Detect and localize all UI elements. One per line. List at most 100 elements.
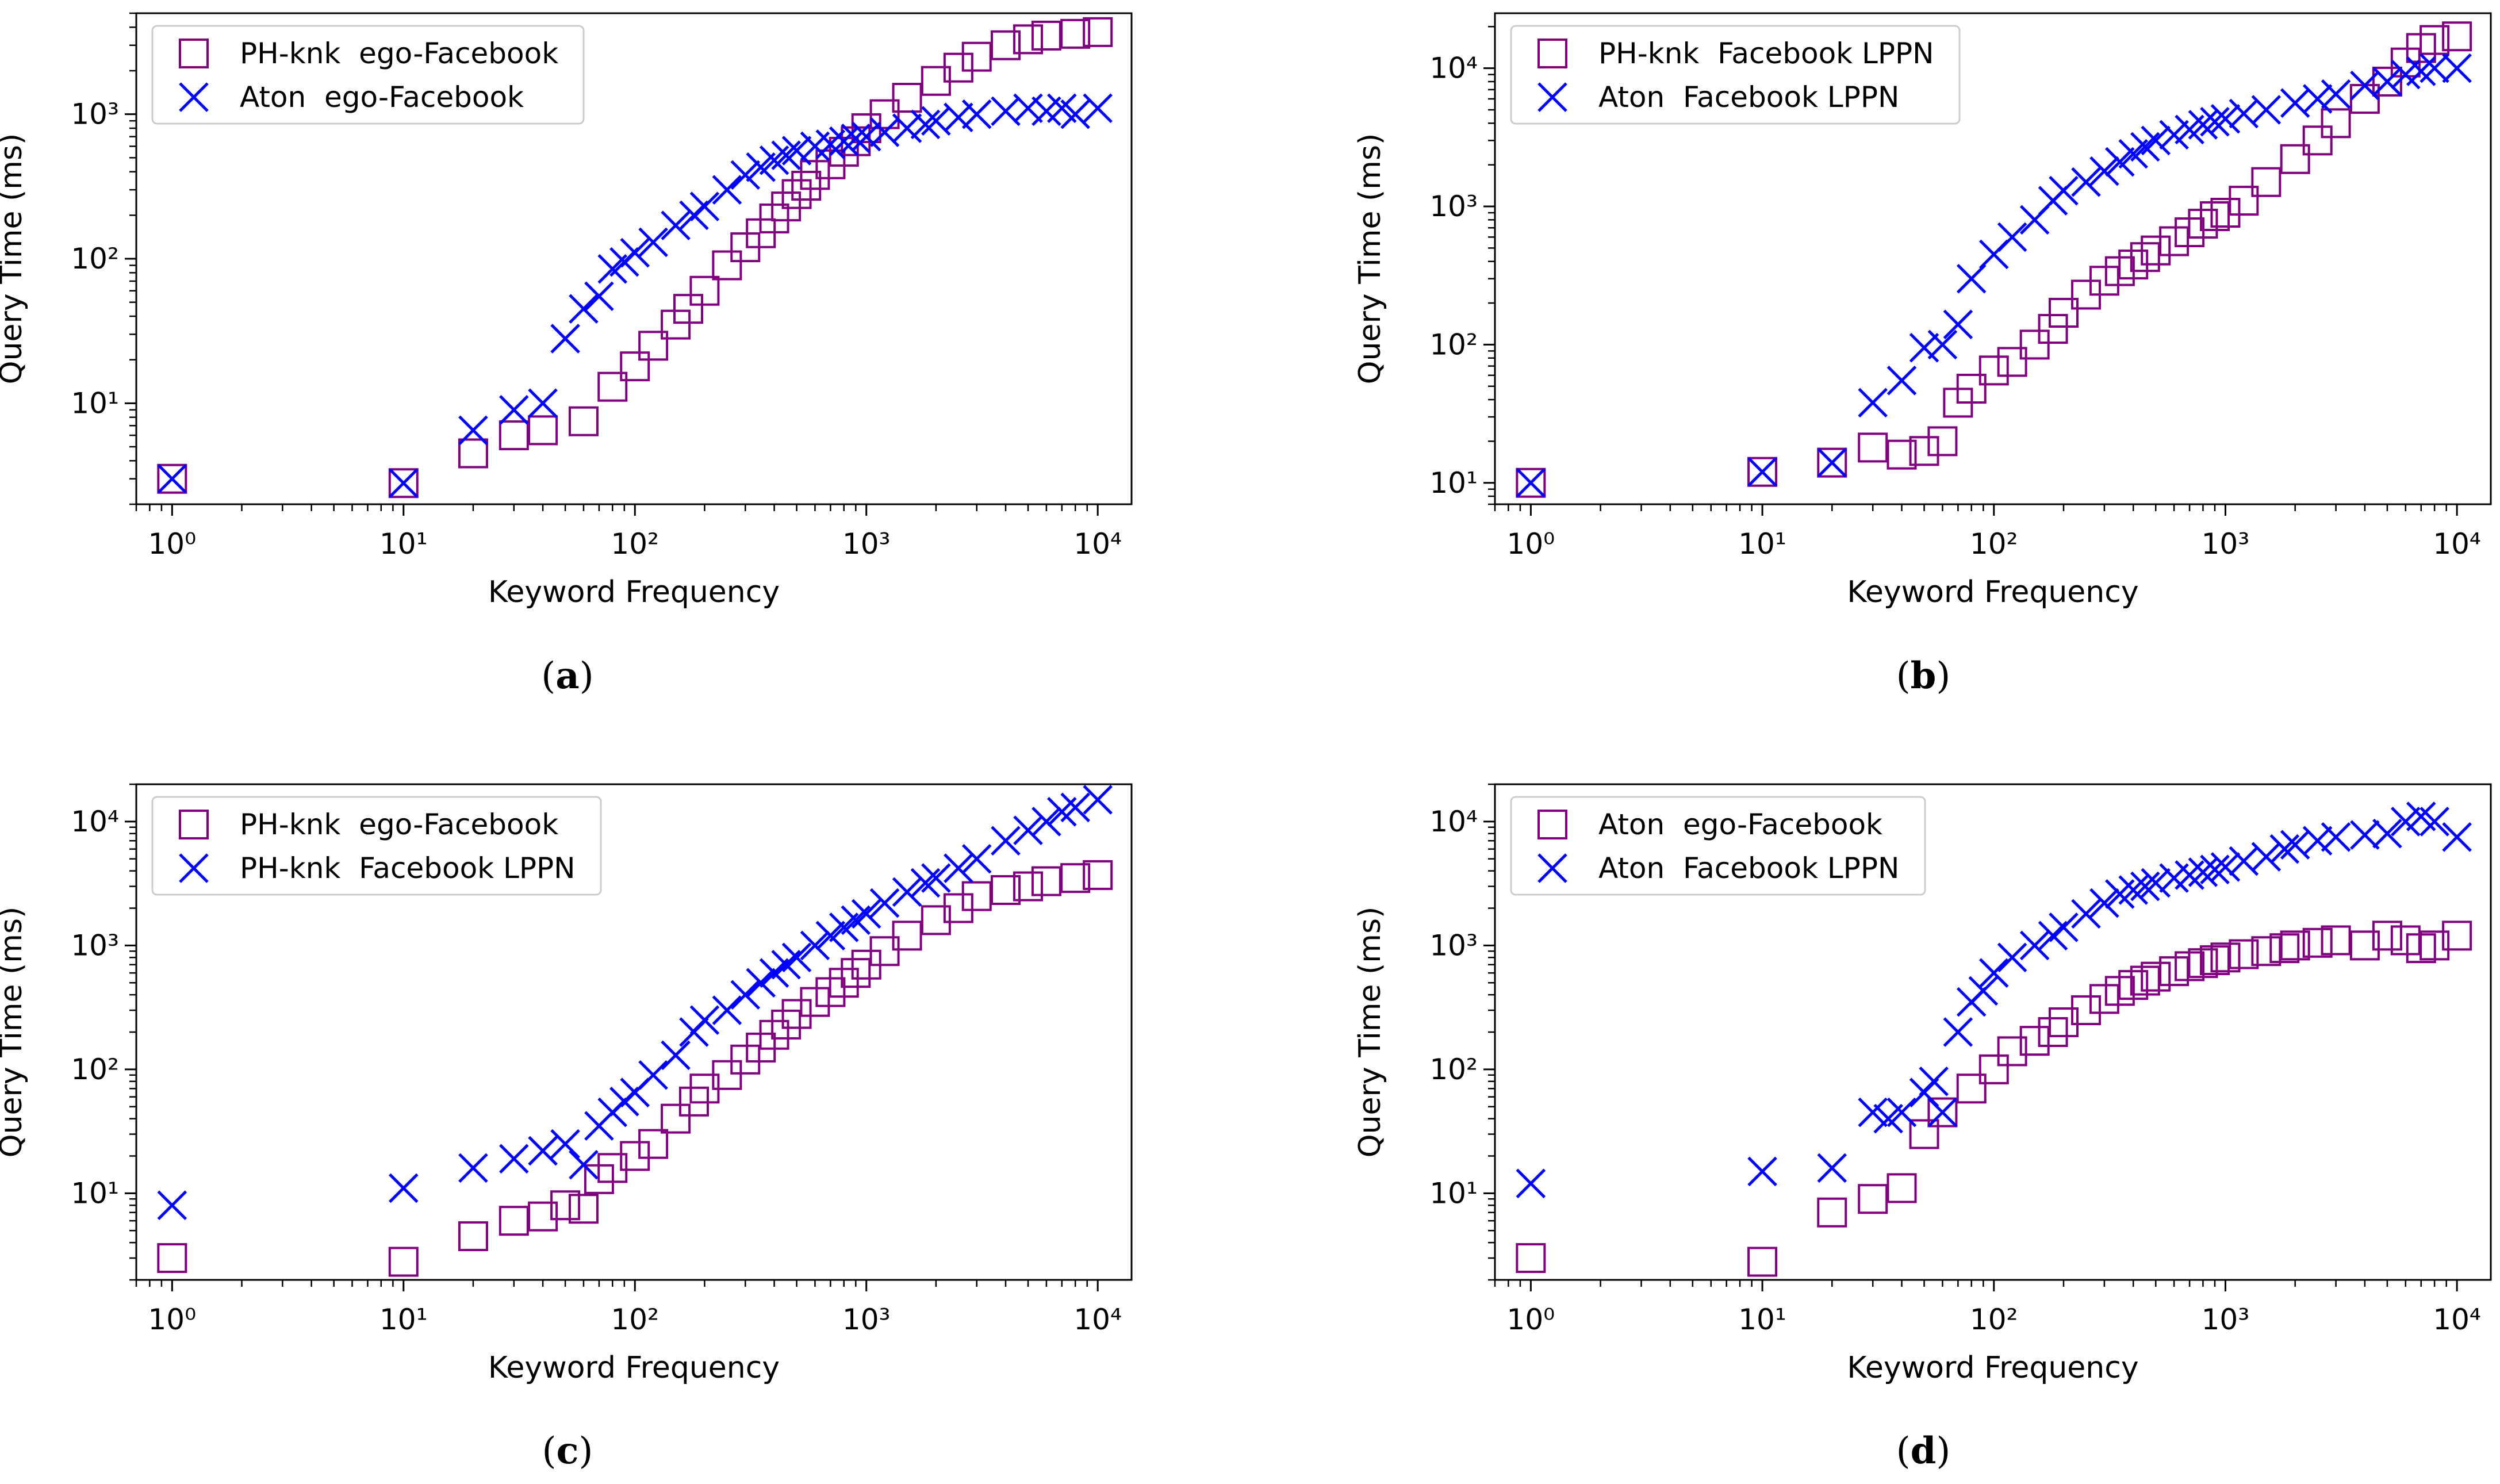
y-tick-label: 10⁴ bbox=[71, 805, 119, 838]
data-point-x bbox=[2372, 67, 2402, 97]
x-tick-label: 10³ bbox=[842, 527, 891, 561]
data-point-x bbox=[2118, 875, 2148, 905]
data-point-x bbox=[2159, 120, 2189, 150]
data-point-square bbox=[661, 1103, 691, 1134]
data-point-square bbox=[2229, 186, 2259, 216]
data-point-x bbox=[1909, 332, 1939, 363]
data-point-square bbox=[892, 83, 922, 113]
series-1 bbox=[157, 785, 1113, 1221]
x-tick-label: 10³ bbox=[2202, 1303, 2250, 1336]
data-point-square bbox=[829, 136, 859, 167]
data-point-x bbox=[2105, 147, 2135, 177]
data-point-x bbox=[2200, 854, 2230, 885]
x-tick-label: 10⁰ bbox=[1507, 527, 1555, 561]
caption-c: (c) bbox=[542, 1429, 593, 1473]
data-point-square bbox=[673, 294, 704, 324]
data-point-square bbox=[388, 1247, 419, 1277]
series-0 bbox=[1516, 921, 2472, 1277]
legend-marker-square bbox=[179, 39, 209, 68]
data-point-square bbox=[759, 1019, 789, 1050]
y-tick-label: 10¹ bbox=[71, 386, 119, 420]
data-point-square bbox=[2442, 921, 2472, 951]
data-point-square bbox=[1060, 863, 1091, 894]
data-point-x bbox=[1032, 807, 1061, 837]
data-point-x bbox=[620, 237, 650, 268]
data-point-square bbox=[829, 968, 859, 998]
y-tick-label: 10³ bbox=[71, 98, 119, 131]
chart-panel-d: 10⁰ 10¹ 10² 10³ 10⁴ 10¹ 10² 10³ 10⁴ Keyword Frequ… bbox=[1353, 783, 2492, 1385]
data-point-x bbox=[389, 1173, 419, 1203]
x-tick-label: 10¹ bbox=[1738, 1303, 1786, 1336]
x-tick-label: 10⁴ bbox=[2433, 527, 2481, 561]
data-point-x bbox=[458, 415, 488, 446]
data-point-square bbox=[2019, 329, 2050, 360]
data-point-square bbox=[2048, 1007, 2079, 1037]
data-point-x bbox=[730, 160, 761, 190]
x-tick-label: 10³ bbox=[842, 1303, 891, 1336]
chart-panel-c: 10⁰ 10¹ 10² 10³ 10⁴ 10¹ 10² 10³ 10⁴ Keyword Frequ… bbox=[0, 783, 1133, 1385]
data-point-square bbox=[2280, 930, 2310, 961]
data-point-square bbox=[991, 875, 1021, 906]
data-point-x bbox=[1886, 1097, 1917, 1128]
legend: Aton ego-Facebook Aton Facebook LPPN bbox=[1510, 796, 1926, 896]
data-point-x bbox=[2200, 106, 2230, 137]
legend-marker-x bbox=[1537, 853, 1567, 883]
legend-box bbox=[1510, 25, 1961, 125]
legend-marker-x bbox=[179, 853, 209, 883]
data-point-square bbox=[458, 438, 488, 469]
data-point-square bbox=[869, 99, 900, 129]
plot-frame bbox=[135, 783, 1133, 1281]
data-point-square bbox=[1956, 1073, 1987, 1104]
data-point-square bbox=[1031, 866, 1061, 896]
minor-ticks bbox=[1488, 783, 2447, 1287]
data-point-x bbox=[157, 463, 187, 494]
data-point-x bbox=[944, 102, 973, 133]
data-point-square bbox=[800, 160, 830, 190]
legend-label: PH-knk Facebook LPPN bbox=[1598, 37, 1934, 70]
series-1 bbox=[1516, 802, 2472, 1199]
data-point-x bbox=[1083, 93, 1113, 124]
x-tick-label: 10² bbox=[1970, 527, 2018, 561]
data-point-square bbox=[528, 1201, 558, 1232]
data-point-x bbox=[815, 921, 846, 951]
legend-marker-square bbox=[179, 810, 209, 839]
data-point-square bbox=[2130, 965, 2160, 996]
data-point-square bbox=[2302, 927, 2333, 958]
data-point-x bbox=[712, 175, 742, 205]
data-point-square bbox=[869, 936, 900, 967]
data-point-square bbox=[2089, 266, 2119, 296]
data-point-square bbox=[2141, 235, 2171, 266]
data-point-square bbox=[620, 351, 650, 382]
data-point-square bbox=[638, 331, 669, 361]
data-point-square bbox=[1013, 24, 1044, 55]
data-point-square bbox=[712, 1060, 742, 1090]
data-point-x bbox=[2442, 822, 2472, 852]
data-point-square bbox=[841, 958, 871, 988]
data-point-square bbox=[2372, 921, 2402, 951]
data-point-square bbox=[1817, 447, 1847, 478]
caption-d: (d) bbox=[1896, 1429, 1951, 1473]
x-tick-label: 10⁰ bbox=[148, 527, 197, 561]
data-point-x bbox=[661, 1040, 691, 1071]
data-point-square bbox=[2130, 242, 2160, 273]
legend-marker-square bbox=[1537, 810, 1567, 839]
minor-ticks bbox=[129, 783, 1088, 1287]
y-tick-label: 10⁴ bbox=[1429, 52, 1478, 85]
data-point-square bbox=[597, 1153, 628, 1183]
data-point-square bbox=[1747, 457, 1778, 487]
y-axis-label: Query Time (ms) bbox=[0, 133, 29, 385]
data-point-x bbox=[569, 1149, 599, 1180]
data-point-square bbox=[1956, 374, 1987, 404]
data-point-x bbox=[499, 1144, 529, 1174]
plot-frame bbox=[1494, 12, 2492, 505]
data-point-square bbox=[781, 179, 812, 209]
x-tick-label: 10² bbox=[1970, 1303, 2018, 1336]
data-point-square bbox=[781, 999, 812, 1029]
data-point-x bbox=[2141, 125, 2171, 156]
data-point-x bbox=[1979, 958, 2009, 988]
y-tick-label: 10³ bbox=[71, 929, 119, 962]
data-point-x bbox=[584, 281, 614, 312]
data-point-square bbox=[2420, 930, 2450, 961]
data-point-x bbox=[2251, 842, 2282, 872]
data-point-square bbox=[921, 905, 951, 935]
